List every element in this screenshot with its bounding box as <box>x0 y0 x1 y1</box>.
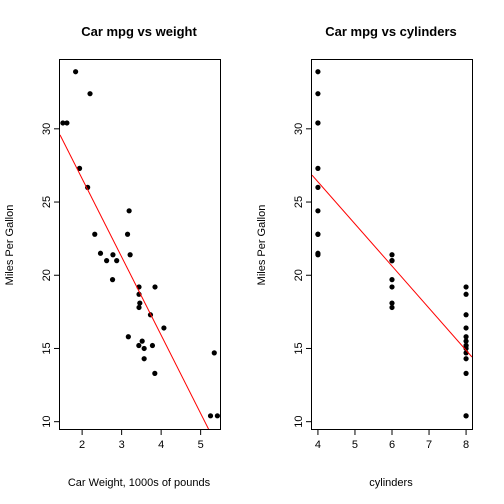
data-point <box>315 184 321 190</box>
x-tick-label: 4 <box>158 439 164 451</box>
data-point <box>463 413 469 419</box>
regression-line <box>312 174 472 358</box>
plot-area: 4 5 6 7 8 10 15 20 25 30 <box>293 69 472 451</box>
x-tick-label: 7 <box>426 439 432 451</box>
data-point <box>161 325 167 331</box>
plot-area: 2 3 4 5 10 15 20 25 30 <box>41 69 220 451</box>
data-point <box>141 345 147 352</box>
data-point <box>64 120 70 126</box>
data-point <box>92 231 98 237</box>
y-tick-label: 10 <box>293 416 305 428</box>
data-point <box>214 413 220 419</box>
data-point <box>126 208 132 214</box>
y-tick-label: 20 <box>41 269 53 281</box>
y-tick-label: 25 <box>41 196 53 208</box>
data-point <box>463 370 469 376</box>
data-point <box>110 252 116 258</box>
data-point <box>315 91 321 97</box>
x-tick-label: 6 <box>389 439 395 451</box>
data-point <box>463 325 469 331</box>
data-point <box>109 277 116 283</box>
plot-frame <box>59 59 221 430</box>
x-tick-label: 5 <box>352 439 358 451</box>
x-tick-label: 3 <box>119 439 125 451</box>
data-point <box>104 258 110 264</box>
y-tick-label: 15 <box>41 342 53 354</box>
x-tick-label: 4 <box>315 439 321 451</box>
panel-mpg-vs-weight: Car mpg vs weight 2 3 4 5 10 15 20 25 30 Car Wei… <box>4 24 221 489</box>
data-point <box>389 277 395 283</box>
data-point <box>315 165 321 171</box>
x-axis-label: Car Weight, 1000s of pounds <box>68 477 211 489</box>
x-tick-label: 8 <box>463 439 469 451</box>
data-point <box>315 208 321 214</box>
data-point <box>389 300 395 306</box>
data-point <box>389 284 395 290</box>
data-point <box>141 356 147 362</box>
y-axis-label: Miles Per Gallon <box>256 205 268 286</box>
data-point <box>127 252 133 258</box>
data-point <box>136 342 142 349</box>
data-point <box>136 304 142 311</box>
data-point <box>60 120 66 126</box>
panel-title: Car mpg vs weight <box>81 24 197 39</box>
data-point <box>389 304 395 311</box>
x-tick-label: 2 <box>79 439 85 451</box>
data-point <box>315 120 321 126</box>
panel-mpg-vs-cylinders: Car mpg vs cylinders 4 5 6 7 8 10 15 20 25 30 cyl… <box>256 24 473 489</box>
panel-title: Car mpg vs cylinders <box>325 24 457 39</box>
data-point <box>389 252 395 258</box>
y-tick-label: 30 <box>41 123 53 135</box>
data-point <box>73 69 79 75</box>
data-point <box>125 334 131 340</box>
data-point <box>315 252 321 258</box>
data-point <box>463 356 469 362</box>
data-point <box>463 284 469 290</box>
y-tick-label: 30 <box>293 123 305 135</box>
x-tick-label: 5 <box>198 439 204 451</box>
data-point <box>152 370 158 376</box>
data-point <box>315 69 321 75</box>
data-point <box>137 300 143 306</box>
data-point <box>463 345 469 352</box>
data-point <box>139 338 145 344</box>
data-point <box>87 91 93 97</box>
data-point <box>124 231 131 237</box>
data-point <box>463 334 469 340</box>
y-tick-label: 15 <box>293 342 305 354</box>
y-tick-label: 10 <box>41 416 53 428</box>
data-point <box>315 231 321 237</box>
data-point <box>97 250 104 256</box>
data-point <box>152 284 158 290</box>
y-tick-label: 20 <box>293 269 305 281</box>
y-axis-label: Miles Per Gallon <box>4 205 16 286</box>
data-point <box>76 165 83 171</box>
data-point <box>463 312 469 318</box>
x-axis-label: cylinders <box>369 477 413 489</box>
data-point <box>211 350 217 356</box>
data-point <box>463 291 469 297</box>
regression-line <box>60 134 210 429</box>
data-point <box>149 342 156 349</box>
y-tick-label: 25 <box>293 196 305 208</box>
data-point <box>389 258 395 264</box>
data-point <box>463 338 469 344</box>
data-point <box>114 258 120 264</box>
data-point <box>207 413 214 419</box>
